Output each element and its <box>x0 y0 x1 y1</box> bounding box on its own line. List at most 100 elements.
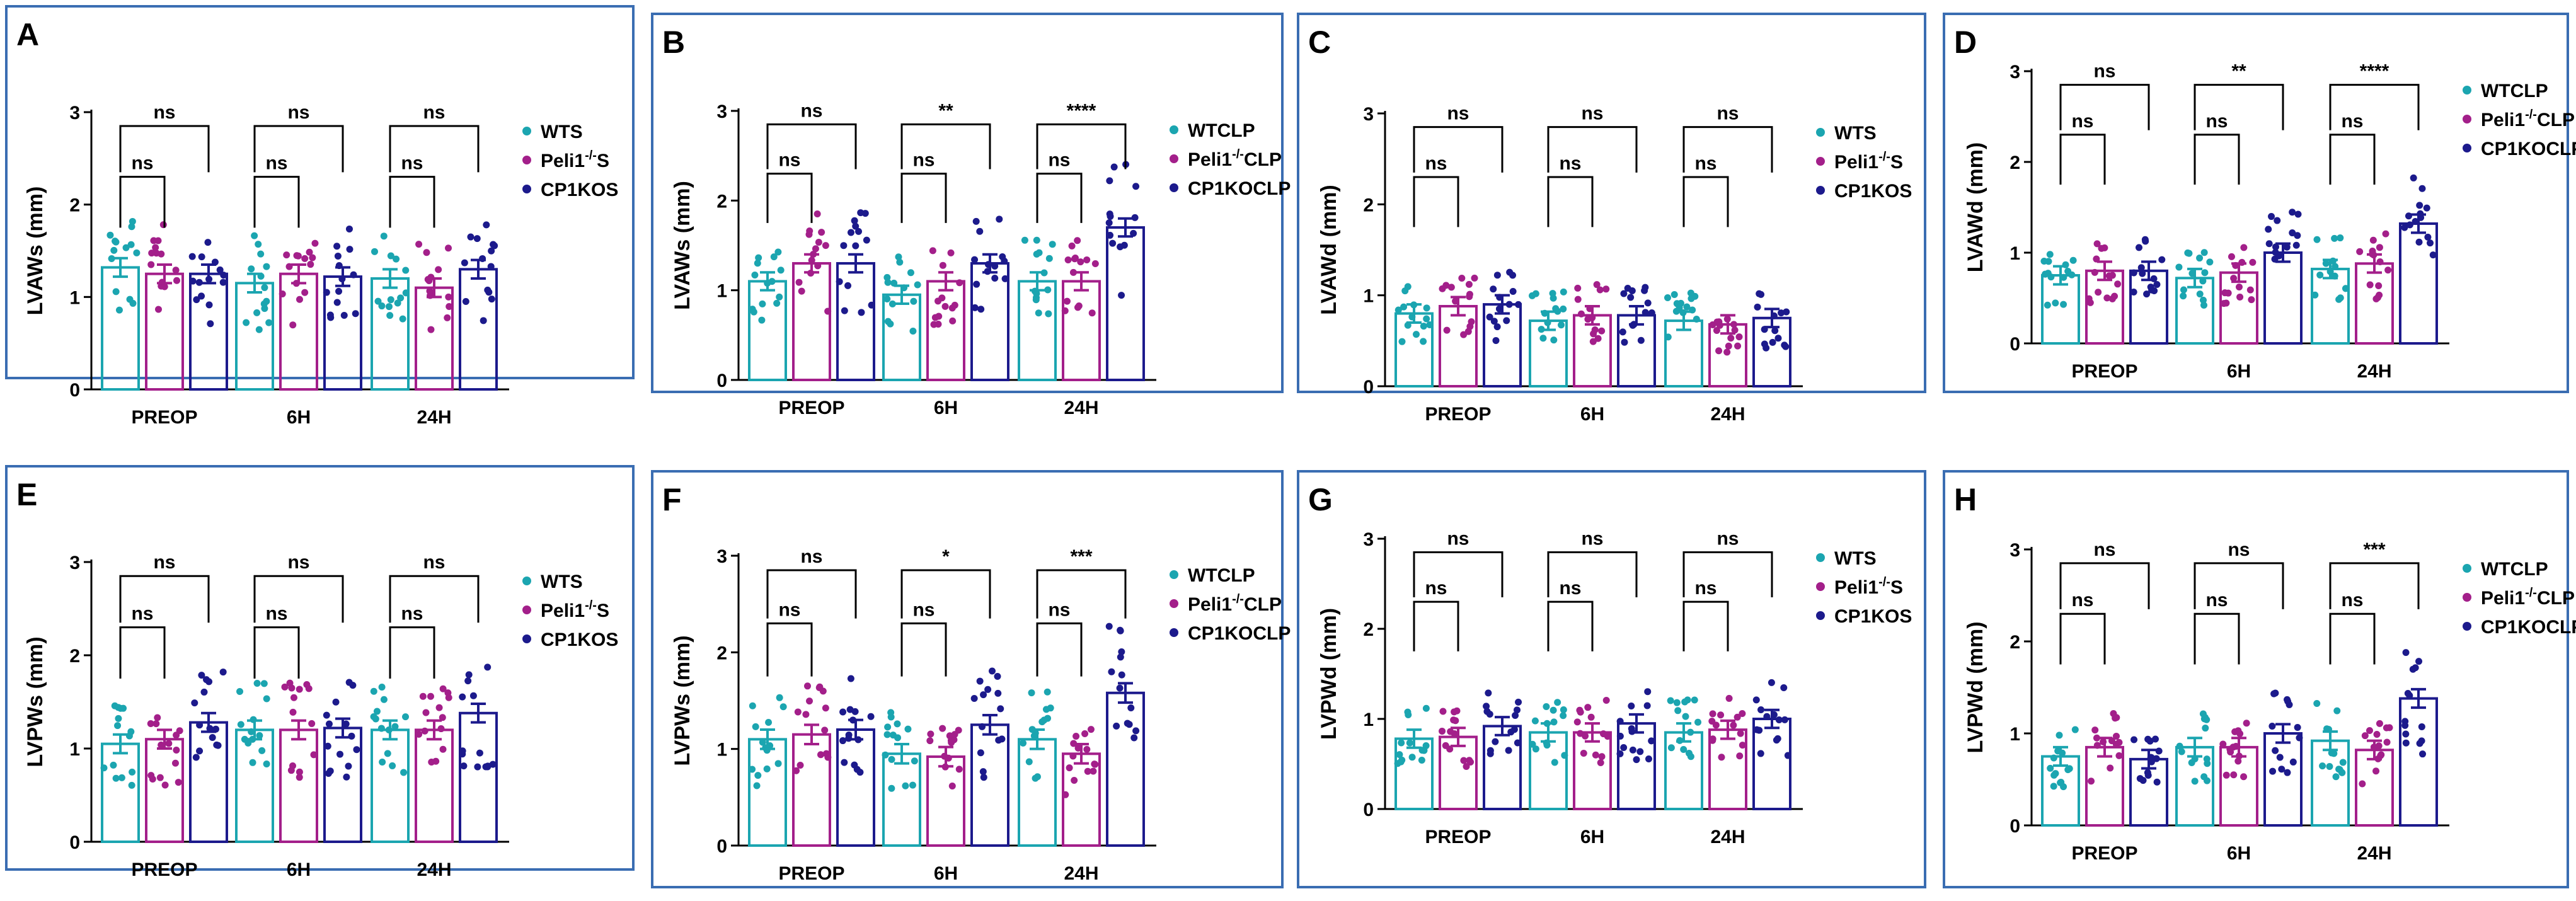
sig-bracket <box>1682 126 1773 173</box>
legend: WTS Peli1-/-S CP1KOS <box>1816 548 1912 627</box>
data-point <box>2112 732 2120 740</box>
data-point <box>1752 696 1760 704</box>
panel-border <box>1297 470 1926 888</box>
legend-label-base: Peli1 <box>1188 594 1232 615</box>
data-point <box>2419 750 2427 758</box>
data-point <box>773 299 781 307</box>
data-point <box>236 687 244 695</box>
data-point <box>325 720 333 728</box>
legend-marker <box>2463 593 2471 602</box>
data-point <box>821 726 829 734</box>
data-point <box>2135 244 2142 251</box>
legend-label: CP1KOS <box>541 180 618 200</box>
data-point <box>914 281 921 289</box>
data-point <box>2180 292 2187 300</box>
data-point <box>907 269 914 277</box>
sig-bracket <box>253 125 344 173</box>
data-point <box>2415 658 2423 665</box>
data-point <box>2114 280 2122 288</box>
data-point <box>488 247 495 255</box>
data-point <box>1069 268 1077 276</box>
bar <box>459 711 498 844</box>
data-point <box>147 720 154 728</box>
data-point <box>2137 264 2145 272</box>
y-tick-label: 3 <box>69 553 80 573</box>
data-point <box>910 297 917 305</box>
data-point <box>1071 777 1078 784</box>
data-point <box>752 723 759 730</box>
data-point <box>2406 221 2413 229</box>
data-point <box>1667 697 1674 704</box>
data-point <box>2316 271 2324 278</box>
data-point <box>1558 321 1565 329</box>
data-point <box>435 704 443 711</box>
legend-label: Peli1-/-CLP <box>1188 147 1282 170</box>
data-point <box>461 259 468 267</box>
data-point <box>2401 721 2409 729</box>
data-point <box>285 263 293 270</box>
panel-C: C LVAWd (mm) 0 1 2 3 PREOP ns ns 6H ns ns 24H ns ns WTS… <box>1297 13 1926 425</box>
bar <box>371 277 410 391</box>
data-point <box>289 321 297 329</box>
data-point <box>1422 704 1430 712</box>
data-point <box>1723 348 1731 356</box>
data-point <box>306 248 313 256</box>
sig-label: ns <box>800 100 822 121</box>
data-point <box>445 244 452 252</box>
data-point <box>126 296 134 303</box>
x-tick-label: 24H <box>417 859 451 880</box>
data-point <box>2376 258 2384 266</box>
y-tick-label: 1 <box>69 739 80 760</box>
data-point <box>377 725 385 732</box>
data-point <box>2175 263 2183 271</box>
data-point <box>2236 293 2244 301</box>
sig-bracket <box>389 125 480 173</box>
data-point <box>2240 773 2248 781</box>
data-point <box>437 725 445 733</box>
legend-marker <box>1170 599 1178 608</box>
panel-letter: G <box>1308 482 1333 517</box>
data-point <box>2143 290 2151 298</box>
data-point <box>1734 342 1742 350</box>
data-point <box>1117 627 1124 634</box>
data-point <box>188 253 196 260</box>
data-point <box>1035 249 1043 256</box>
sig-label: ns <box>2071 590 2093 611</box>
data-point <box>2234 757 2242 765</box>
data-point <box>1763 713 1771 720</box>
data-point <box>1047 704 1054 712</box>
legend-label-suffix: CLP <box>2537 110 2575 130</box>
sig-label: ns <box>153 102 175 123</box>
data-point <box>1531 717 1539 725</box>
data-point <box>216 266 224 273</box>
data-point <box>754 260 761 267</box>
data-point <box>2130 289 2137 296</box>
data-point <box>2249 258 2257 266</box>
data-point <box>115 306 123 314</box>
bar <box>882 293 921 381</box>
data-point <box>2200 301 2207 309</box>
data-point <box>951 731 958 738</box>
legend-label: WTCLP <box>1188 120 1255 141</box>
data-point <box>1573 718 1581 726</box>
data-point <box>263 263 270 270</box>
y-tick-label: 0 <box>716 370 727 391</box>
legend-label: Peli1-/-S <box>1834 150 1903 173</box>
data-point <box>387 252 394 260</box>
data-point <box>1398 338 1406 345</box>
sig-bracket <box>766 569 857 619</box>
data-point <box>2199 277 2207 285</box>
sig-bracket <box>1036 123 1127 169</box>
data-point <box>423 249 430 256</box>
data-point <box>296 686 303 693</box>
data-point <box>2415 238 2423 246</box>
sig-bracket <box>2194 562 2284 609</box>
data-point <box>1439 708 1447 715</box>
data-point <box>1020 739 1027 747</box>
data-point <box>749 306 756 313</box>
data-point <box>2200 249 2208 256</box>
data-point <box>1645 755 1652 763</box>
data-point <box>1577 708 1584 716</box>
data-point <box>265 319 273 326</box>
data-point <box>391 723 399 730</box>
